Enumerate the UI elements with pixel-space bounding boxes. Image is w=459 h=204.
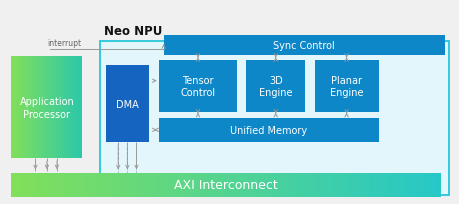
- Bar: [159, 118, 378, 142]
- Bar: [106, 66, 149, 142]
- Text: Application
Processor: Application Processor: [19, 97, 74, 119]
- Text: Tensor
Control: Tensor Control: [180, 75, 215, 98]
- Text: Unified Memory: Unified Memory: [230, 125, 307, 135]
- Bar: [314, 61, 378, 112]
- Text: Neo NPU: Neo NPU: [104, 25, 162, 38]
- Bar: [159, 61, 236, 112]
- Text: Sync Control: Sync Control: [273, 41, 335, 51]
- Text: Planar
Engine: Planar Engine: [329, 75, 363, 98]
- Bar: [163, 35, 444, 56]
- Bar: [100, 42, 448, 195]
- Text: AXI Interconnect: AXI Interconnect: [174, 178, 278, 192]
- Text: DMA: DMA: [116, 99, 139, 109]
- Text: 3D
Engine: 3D Engine: [258, 75, 292, 98]
- Bar: [246, 61, 305, 112]
- Text: interrupt: interrupt: [47, 39, 81, 48]
